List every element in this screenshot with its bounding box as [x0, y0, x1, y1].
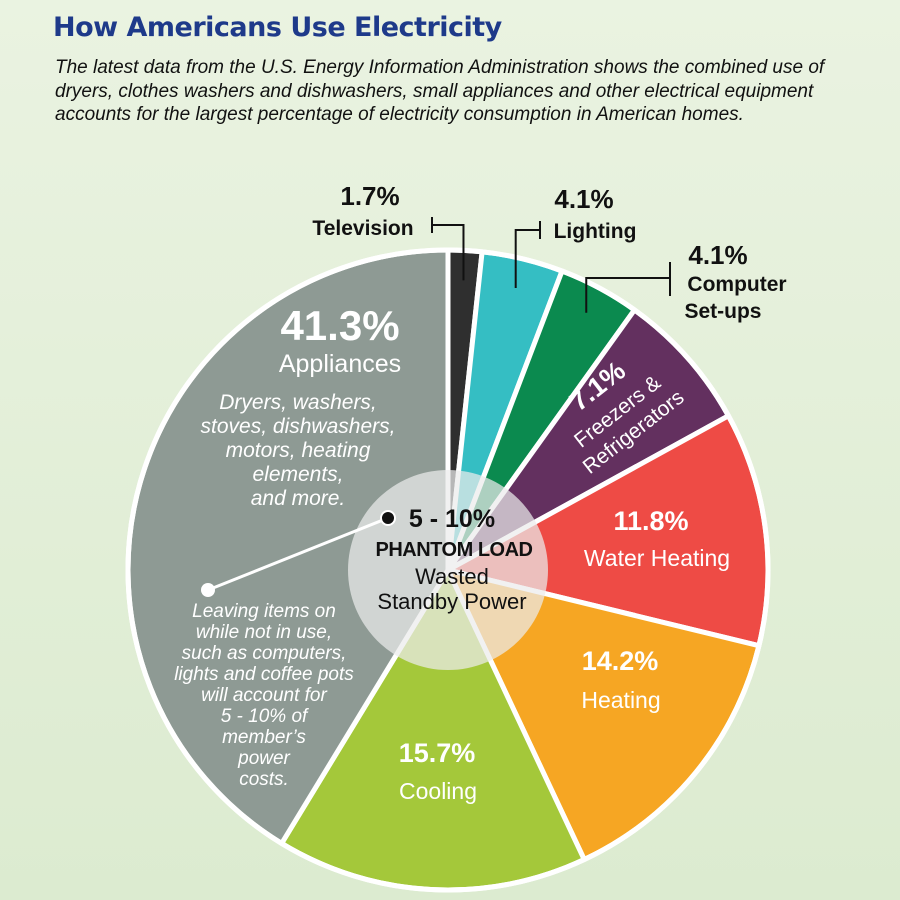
appliances-note-line: Dryers, washers, [219, 391, 377, 414]
phantom-note-line: power [237, 748, 290, 769]
category-label-computer-line2: Set-ups [684, 300, 761, 323]
phantom-note-line: will account for [201, 685, 327, 706]
phantom-note-line: such as computers, [182, 643, 347, 664]
appliances-note-line: motors, heating [226, 439, 371, 462]
value-label-heating: 14.2% [582, 646, 659, 676]
category-label-water-heating: Water Heating [584, 545, 730, 571]
leader-lighting [514, 229, 540, 289]
phantom-note-line: lights and coffee pots [174, 664, 354, 685]
category-label-heating: Heating [581, 687, 660, 713]
callout-leaders [201, 217, 671, 597]
leader-television [432, 224, 465, 281]
phantom-label: PHANTOM LOAD [376, 539, 533, 561]
value-label-appliances: 41.3% [280, 302, 399, 349]
phantom-percent: 5 - 10% [409, 505, 495, 533]
value-label-water-heating: 11.8% [613, 506, 688, 536]
appliances-note-line: elements, [252, 463, 343, 486]
appliances-note-line: and more. [251, 487, 346, 510]
phantom-leader-line [207, 516, 389, 592]
phantom-leader-dot-inner [380, 510, 396, 526]
chart-subtitle: The latest data from the U.S. Energy Inf… [55, 57, 825, 125]
category-label-appliances: Appliances [279, 350, 401, 378]
phantom-load-circle [348, 470, 548, 670]
category-label-television: Television [312, 217, 413, 240]
appliances-note-line: stoves, dishwashers, [201, 415, 396, 438]
category-label-computer-line1: Computer [687, 273, 786, 296]
leader-computer [585, 277, 670, 313]
phantom-note-line: costs. [239, 769, 289, 790]
category-label-cooling: Cooling [399, 778, 477, 804]
phantom-desc-line: Standby Power [377, 589, 526, 614]
phantom-leader-dot-outer [201, 583, 215, 597]
phantom-note-line: member’s [222, 727, 306, 748]
phantom-note-line: while not in use, [196, 622, 332, 643]
slice-labels: 1.7% Television 4.1% Lighting 4.1% Computer Se… [174, 181, 786, 804]
phantom-note-line: 5 - 10% of [221, 706, 309, 727]
value-label-television: 1.7% [340, 181, 399, 211]
category-label-lighting: Lighting [554, 220, 637, 243]
pie-outline [125, 247, 771, 893]
phantom-desc-line: Wasted [415, 564, 489, 589]
phantom-note-line: Leaving items on [192, 601, 336, 622]
value-label-lighting: 4.1% [554, 184, 613, 214]
value-label-computer: 4.1% [688, 240, 747, 270]
chart-title: How Americans Use Electricity [53, 12, 502, 43]
value-label-cooling: 15.7% [399, 738, 476, 768]
